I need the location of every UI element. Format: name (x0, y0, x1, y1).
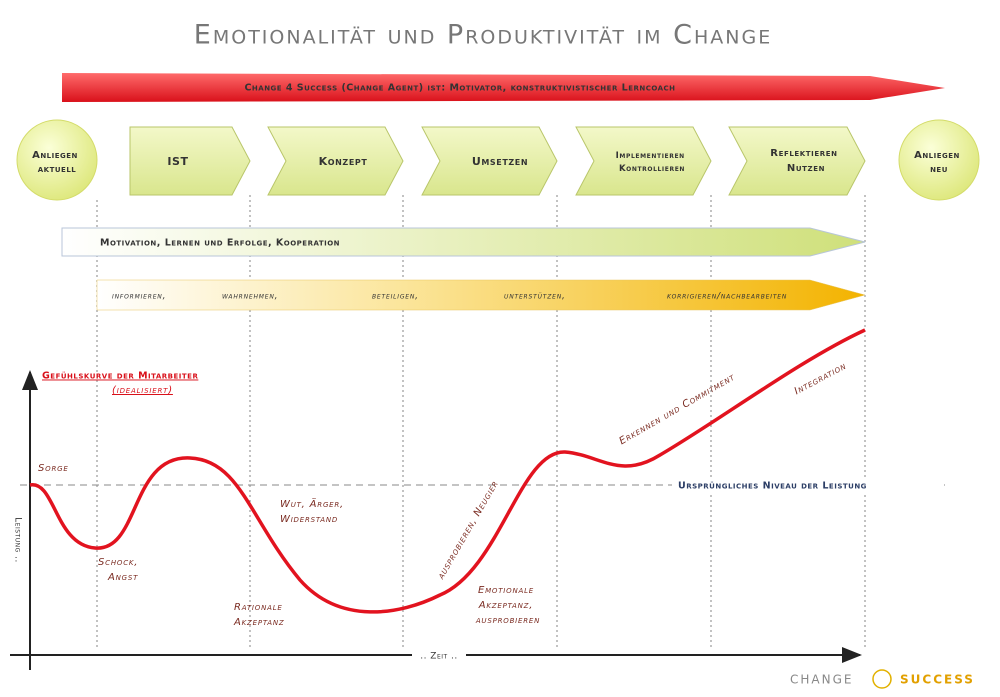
end-label: Anliegen neu (914, 150, 964, 175)
start-line: aktuell (38, 164, 77, 175)
curve-line: Erkennen und Commitment (618, 372, 738, 447)
curve-label: Rationale Akzeptanz (233, 602, 287, 628)
activities-arrow (96, 279, 866, 311)
curve-line: Angst (107, 572, 138, 583)
activity: informieren, (112, 292, 166, 302)
start-label: Anliegen aktuell (32, 150, 82, 175)
footer-logo (872, 669, 892, 689)
end-line: neu (930, 164, 948, 175)
curve-label: Schock, Angst (98, 557, 142, 583)
curve-label: Wut, Ärger, Widerstand (280, 497, 348, 525)
curve-line: Rationale (234, 602, 283, 613)
phase-arrow (728, 126, 866, 196)
phase-line: Konzept (319, 155, 368, 168)
emotion-curve (29, 328, 866, 614)
phase-arrow (421, 126, 558, 196)
phase-line: Implementieren (616, 151, 685, 161)
phase-label: Reflektieren Nutzen (770, 148, 841, 174)
footer-left: CHANGE (790, 673, 853, 687)
phase-line: Nutzen (787, 163, 825, 174)
curve-line: Widerstand (280, 514, 338, 525)
activity: wahrnehmen, (222, 292, 278, 302)
phase-label: IST (167, 155, 188, 168)
phase-label: Konzept (319, 155, 368, 168)
baseline-label: Ursprüngliches Niveau der Leistung (678, 481, 867, 492)
curve-label: ausprobieren, Neugier (435, 479, 501, 582)
top-arrow-label: Change 4 Success (Change Agent) ist: Mot… (244, 83, 675, 94)
activity: unterstützen, (504, 292, 566, 302)
curve-line: ausprobieren (475, 615, 540, 626)
x-label-bg (412, 648, 466, 662)
curve-line: Akzeptanz, (478, 600, 534, 611)
end-circle (898, 119, 980, 201)
phase-line: IST (167, 155, 188, 168)
start-circle (16, 119, 98, 201)
phase-line: Umsetzen (472, 155, 528, 168)
curve-line: Sorge (38, 463, 69, 474)
phase-arrow (575, 126, 712, 196)
curve-label: Emotionale Akzeptanz, ausprobieren (475, 585, 540, 626)
motivation-label: Motivation, Lernen und Erfolge, Kooperat… (100, 238, 340, 249)
activity: beteiligen, (372, 292, 419, 302)
curve-line: ausprobieren, Neugier (435, 479, 501, 582)
phase-line: Reflektieren (770, 148, 837, 159)
x-axis-label: .. Zeit .. (420, 652, 458, 662)
motivation-arrow (61, 227, 866, 257)
phase-label: Umsetzen (472, 155, 528, 168)
curve-label: Sorge (38, 463, 69, 474)
phase-line: Kontrollieren (619, 164, 685, 174)
curve-line: Emotionale (478, 585, 534, 596)
phase-arrow (267, 126, 404, 196)
activity: korrigieren/nachbearbeiten (667, 292, 787, 302)
start-line: Anliegen (32, 150, 78, 161)
top-arrow (62, 73, 945, 102)
curve-line: Akzeptanz (233, 617, 285, 628)
end-line: Anliegen (914, 150, 960, 161)
title: Emotionalität und Produktivität im Chang… (194, 20, 772, 51)
baseline-bg (672, 478, 944, 492)
curve-line: Wut, Ärger, (280, 497, 344, 510)
curve-subtitle: (idealisiert) (112, 385, 173, 396)
phase-dividers (96, 195, 866, 650)
phase-label: Implementieren Kontrollieren (616, 151, 689, 174)
y-axis-label: Leistung .. (13, 517, 23, 563)
phase-arrow (129, 126, 251, 196)
curve-line: Schock, (98, 557, 138, 568)
curve-title: Gefühlskurve der Mitarbeiter (42, 371, 198, 382)
footer-right: SUCCESS (900, 673, 975, 687)
curve-label: Erkennen und Commitment (618, 372, 738, 447)
